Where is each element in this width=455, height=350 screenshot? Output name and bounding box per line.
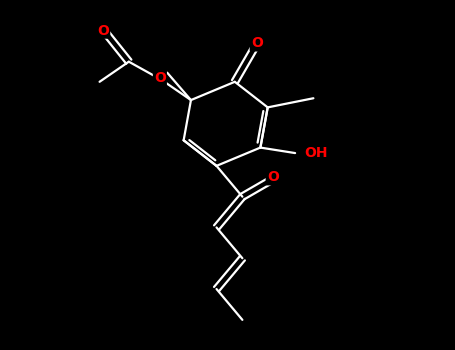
Text: O: O — [97, 24, 109, 38]
Text: O: O — [267, 170, 278, 184]
Text: OH: OH — [304, 146, 328, 160]
Text: O: O — [251, 36, 263, 50]
Text: O: O — [154, 71, 166, 85]
